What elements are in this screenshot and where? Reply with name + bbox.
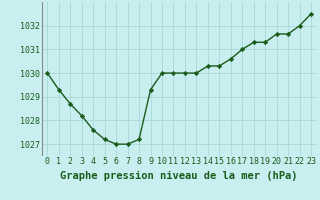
X-axis label: Graphe pression niveau de la mer (hPa): Graphe pression niveau de la mer (hPa)	[60, 171, 298, 181]
